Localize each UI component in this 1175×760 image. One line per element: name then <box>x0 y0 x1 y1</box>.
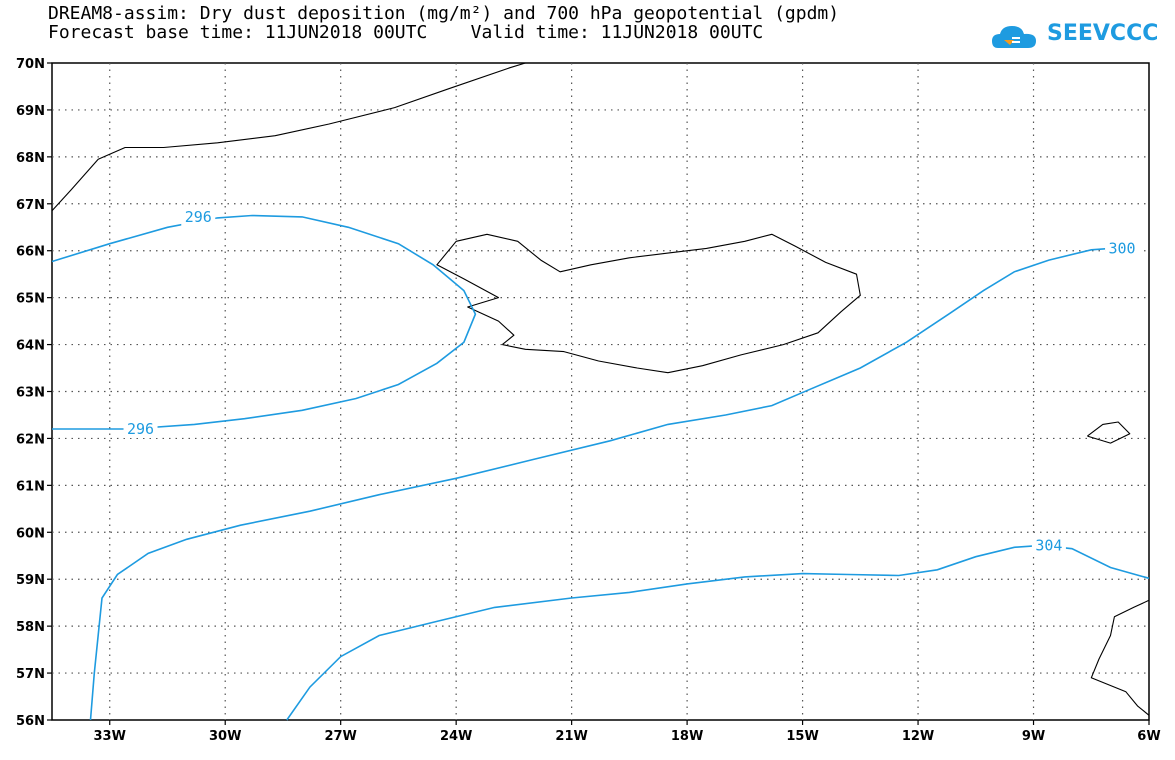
chart-title-line-1: DREAM8-assim: Dry dust deposition (mg/m²… <box>48 3 840 24</box>
coastline-scotland <box>1090 599 1150 716</box>
lat-tick-label: 62N <box>16 432 45 447</box>
lat-tick-label: 56N <box>16 714 45 729</box>
contour-label: 304 <box>1035 536 1062 554</box>
lon-tick-label: 12W <box>902 729 934 744</box>
contour-label: 296 <box>185 208 212 226</box>
logo-text: SEEVCCC <box>1047 21 1159 46</box>
contour-label-background <box>181 207 216 226</box>
lon-tick-label: 18W <box>671 729 703 744</box>
coastlines <box>51 62 1150 716</box>
contour-label-background <box>1105 239 1140 258</box>
lat-tick-label: 63N <box>16 386 45 401</box>
lon-tick-label: 27W <box>324 729 356 744</box>
coastline-greenland <box>51 62 526 212</box>
lon-tick-label: 33W <box>94 729 126 744</box>
lon-tick-label: 9W <box>1022 729 1045 744</box>
contour-label: 296 <box>127 420 154 438</box>
lat-tick-label: 58N <box>16 620 45 635</box>
lon-tick-label: 24W <box>440 729 472 744</box>
lat-tick-label: 68N <box>16 151 45 166</box>
cloud-icon <box>992 26 1036 48</box>
contour-label-background <box>123 420 158 439</box>
lat-tick-label: 60N <box>16 526 45 541</box>
lat-tick-label: 67N <box>16 198 45 213</box>
lat-tick-label: 66N <box>16 245 45 260</box>
axis-ticks: 33W 30W 27W 24W 21W 18W 15W 12W 9W 6W 56N 57N 58N 59N… <box>16 57 1161 744</box>
lat-tick-label: 70N <box>16 57 45 72</box>
lon-tick-label: 6W <box>1137 729 1160 744</box>
lat-tick-label: 61N <box>16 479 45 494</box>
contour-label-background <box>1031 536 1066 555</box>
lat-tick-label: 64N <box>16 339 45 354</box>
lat-tick-label: 59N <box>16 573 45 588</box>
lon-tick-label: 15W <box>786 729 818 744</box>
lat-tick-label: 57N <box>16 667 45 682</box>
contour-label: 300 <box>1109 239 1136 257</box>
lon-tick-label: 21W <box>555 729 587 744</box>
map-frame <box>51 62 1150 721</box>
grid-lines <box>52 63 1149 720</box>
chart-title-line-2: Forecast base time: 11JUN2018 00UTC Vali… <box>48 22 764 43</box>
contour-300 <box>89 247 1111 721</box>
geopotential-contours: 296 300 304 296 <box>51 207 1150 721</box>
lon-tick-label: 30W <box>209 729 241 744</box>
contour-296-closed <box>51 214 477 430</box>
contour-304 <box>286 544 1150 721</box>
coastline-faroe <box>1087 421 1131 444</box>
coastline-iceland <box>436 233 861 374</box>
lat-tick-label: 69N <box>16 104 45 119</box>
lat-tick-label: 65N <box>16 292 45 307</box>
